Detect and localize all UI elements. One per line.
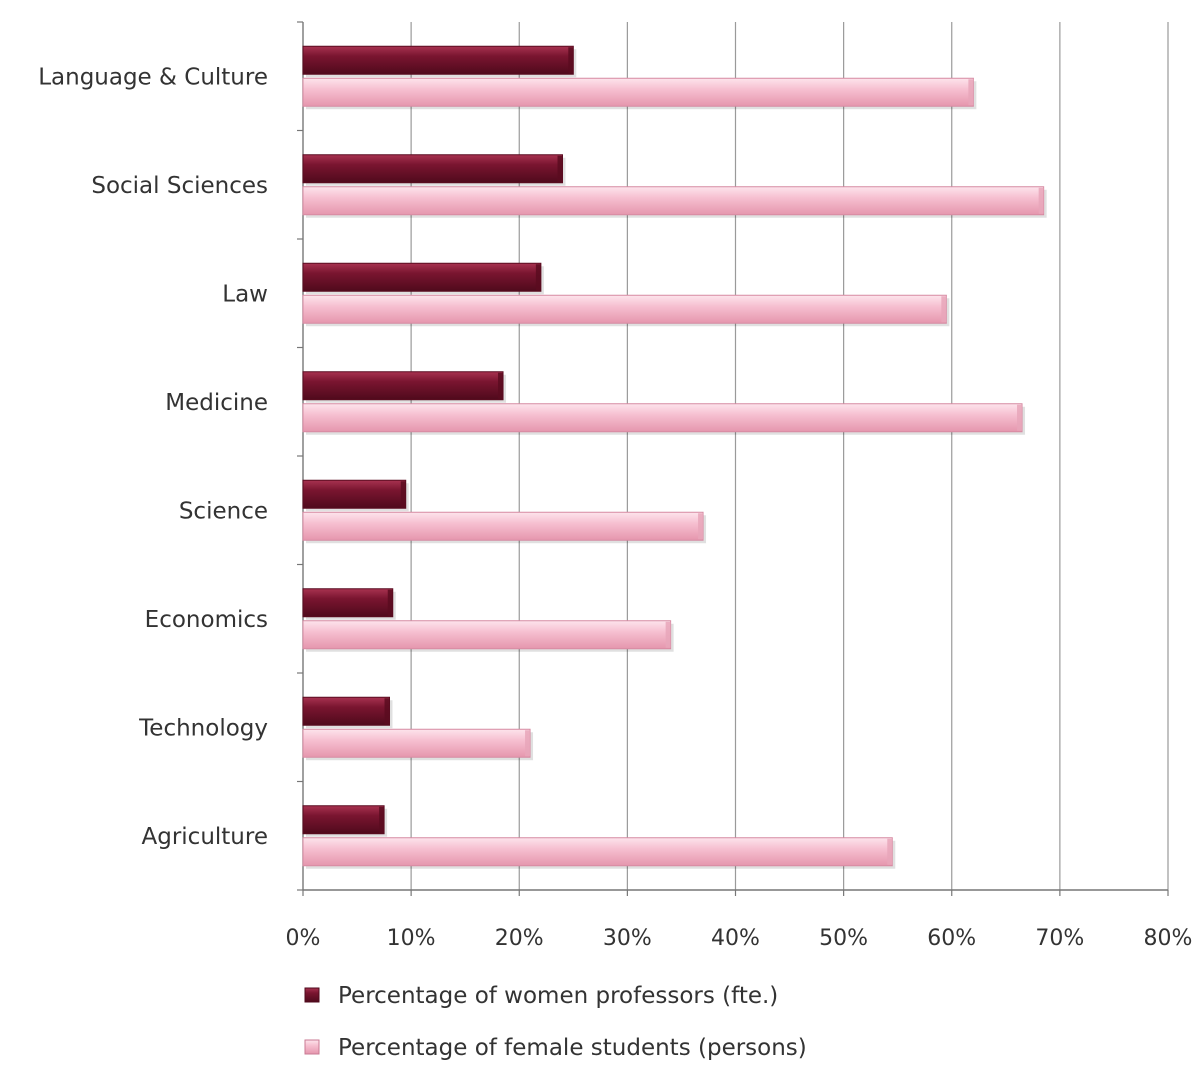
- bar-students: [302, 186, 1045, 216]
- bar-professors: [302, 371, 504, 401]
- bar-end-cap: [557, 155, 563, 182]
- bar-professors: [302, 805, 385, 835]
- bar-students: [302, 620, 672, 650]
- bar-end-cap: [379, 806, 385, 833]
- bar-end-cap: [698, 513, 704, 540]
- bar-students: [302, 294, 947, 324]
- bar-end-cap: [498, 372, 504, 399]
- y-category-label: Social Sciences: [91, 173, 268, 199]
- bar-students: [302, 728, 531, 758]
- y-category-label: Language & Culture: [38, 64, 268, 90]
- bar-end-cap: [1017, 404, 1023, 431]
- x-tick-label: 30%: [603, 926, 652, 951]
- y-category-label: Technology: [138, 715, 268, 741]
- x-tick-label: 10%: [387, 926, 436, 951]
- y-category-label: Science: [179, 498, 268, 524]
- bar-professors: [302, 45, 574, 75]
- legend-swatch: [304, 987, 320, 1003]
- axes: [297, 21, 1169, 896]
- bar-professors: [302, 262, 542, 292]
- x-tick-label: 40%: [711, 926, 760, 951]
- bar-professors: [302, 479, 407, 509]
- bar-end-cap: [384, 698, 390, 725]
- x-tick-label: 20%: [495, 926, 544, 951]
- bar-end-cap: [568, 47, 574, 74]
- bar-end-cap: [400, 481, 406, 508]
- bar-end-cap: [941, 296, 947, 323]
- y-category-label: Law: [222, 281, 268, 307]
- bar-students: [302, 403, 1023, 433]
- bar-students: [302, 511, 704, 541]
- legend: Percentage of women professors (fte.) Per…: [304, 983, 807, 1061]
- legend-label: Percentage of women professors (fte.): [338, 983, 778, 1009]
- bar-end-cap: [535, 264, 541, 291]
- bars: [302, 45, 1047, 869]
- legend-label: Percentage of female students (persons): [338, 1035, 807, 1061]
- bar-students: [302, 837, 893, 867]
- x-tick-label: 80%: [1144, 926, 1193, 951]
- x-tick-label: 0%: [286, 926, 321, 951]
- bar-end-cap: [387, 589, 393, 616]
- bar-professors: [302, 588, 394, 618]
- labels: 0% 10% 20% 30% 40% 50% 60% 70% 80% Language & Cul…: [38, 64, 1192, 951]
- bar-students: [302, 77, 974, 107]
- bar-end-cap: [968, 79, 974, 106]
- y-category-label: Medicine: [165, 390, 268, 416]
- bar-end-cap: [887, 838, 893, 865]
- y-category-label: Agriculture: [142, 824, 269, 850]
- x-tick-label: 70%: [1035, 926, 1084, 951]
- x-tick-label: 60%: [927, 926, 976, 951]
- bar-professors: [302, 696, 390, 726]
- bar-end-cap: [525, 730, 531, 757]
- bar-end-cap: [665, 621, 671, 648]
- bar-professors: [302, 154, 563, 184]
- x-tick-label: 50%: [819, 926, 868, 951]
- legend-swatch: [304, 1039, 320, 1055]
- y-category-label: Economics: [145, 607, 268, 633]
- bar-end-cap: [1038, 187, 1044, 214]
